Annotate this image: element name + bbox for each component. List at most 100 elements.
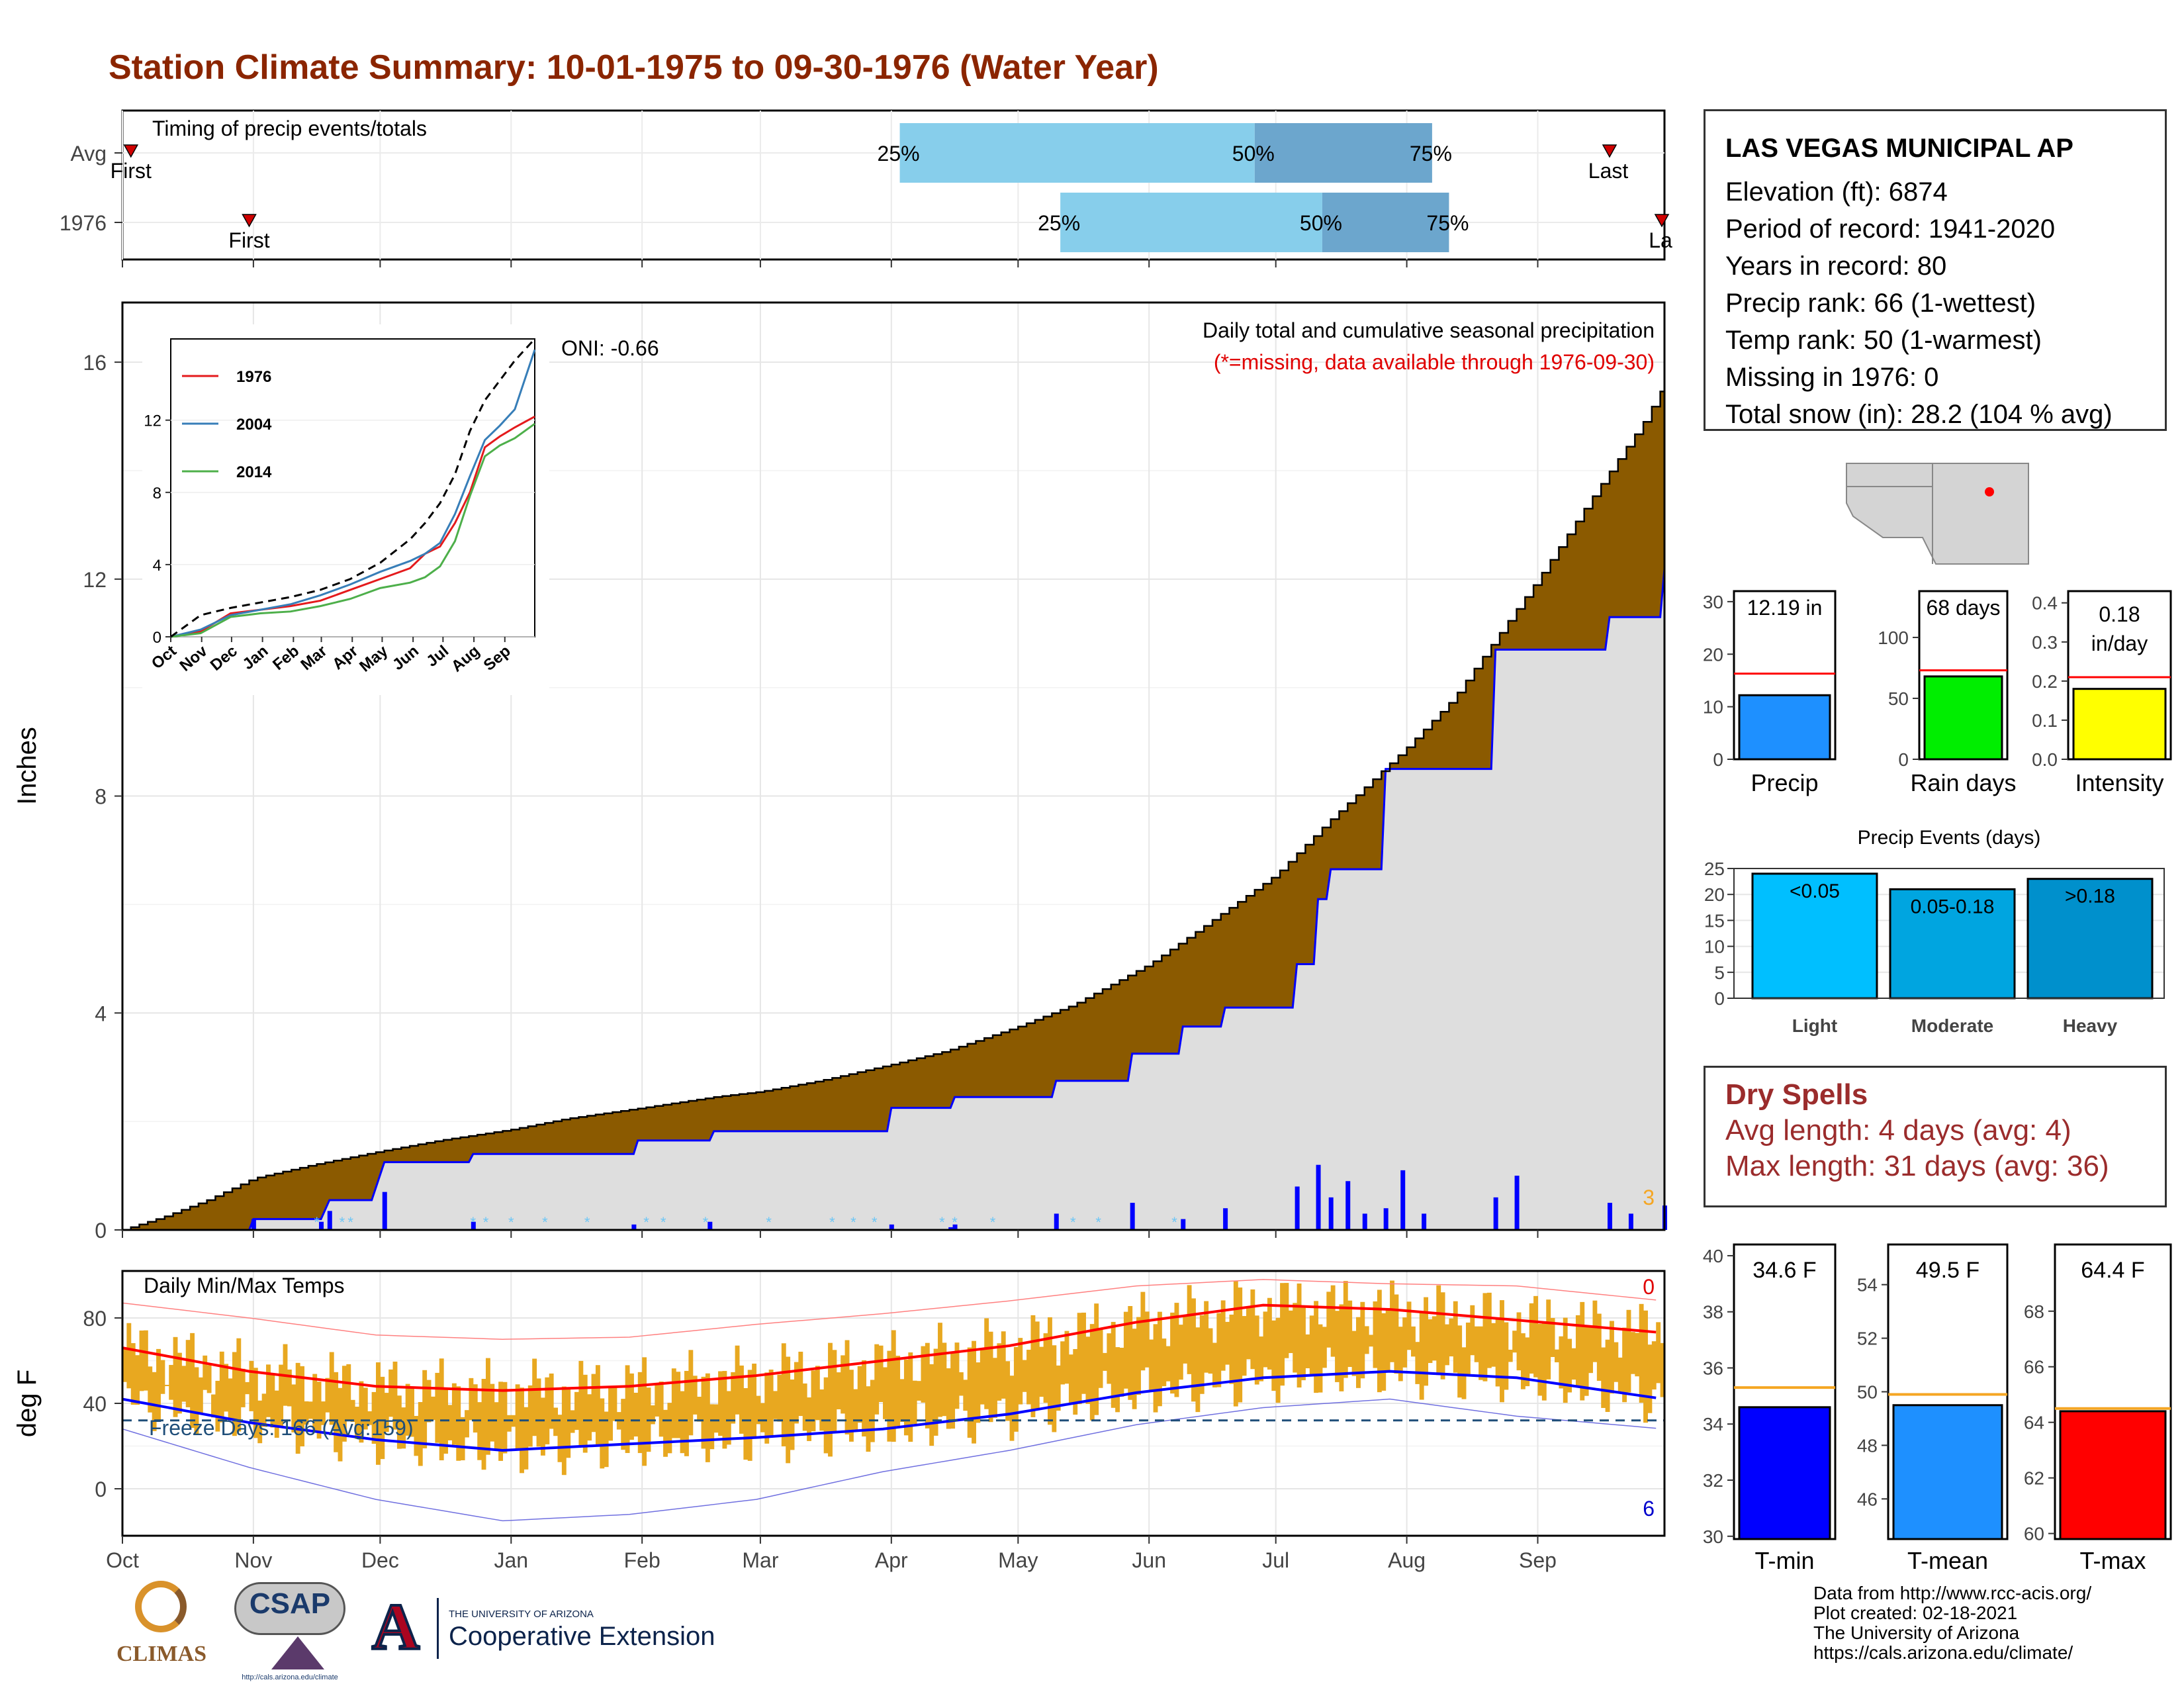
events-frame [1733, 868, 2165, 999]
daily-temp-bar [1326, 1291, 1332, 1348]
daily-temp-bar [1132, 1329, 1137, 1409]
snow-marker-icon: * [952, 1214, 958, 1231]
daily-temp-bar [1402, 1317, 1408, 1368]
precip-event-category: Light [1792, 1015, 1837, 1036]
events-y-tick-label: 15 [1704, 910, 1725, 931]
inset-series-line [170, 338, 536, 638]
daily-temp-bar [1525, 1337, 1530, 1387]
daily-temp-bar [676, 1372, 681, 1438]
daily-temp-bar [371, 1391, 377, 1444]
daily-temp-bar [650, 1405, 655, 1425]
daily-temp-bar [735, 1345, 740, 1415]
daily-temp-bar [642, 1357, 647, 1466]
daily-temp-bar [456, 1386, 461, 1461]
daily-temp-bar [469, 1378, 474, 1421]
timing-p50-label: 50% [1232, 142, 1275, 165]
daily-precip-bar [471, 1221, 476, 1230]
daily-temp-bar [963, 1380, 968, 1411]
daily-temp-bar [1267, 1297, 1272, 1370]
ua-divider [437, 1598, 439, 1659]
daily-temp-bar [295, 1362, 300, 1454]
daily-temp-bar [1504, 1322, 1509, 1390]
timing-q2-bar [1254, 123, 1432, 183]
daily-temp-bar [1259, 1336, 1264, 1382]
daily-temp-bar [979, 1348, 985, 1405]
cumulative-1976-line [122, 569, 1666, 1231]
daily-temp-bar [1428, 1319, 1433, 1364]
precip-y-tick-label: 8 [95, 785, 107, 809]
daily-temp-bar [1073, 1348, 1078, 1415]
daily-temp-bar [1555, 1349, 1559, 1362]
summary-y-tick-label: 10 [1703, 697, 1723, 718]
timing-p75-label: 75% [1426, 211, 1469, 235]
snow-marker-icon: * [939, 1214, 945, 1231]
daily-temp-bar [1584, 1327, 1589, 1396]
daily-temp-bar [435, 1372, 440, 1443]
daily-temp-bar [798, 1351, 803, 1417]
daily-temp-bar [122, 1348, 127, 1382]
summary-panel-label: Intensity [2075, 769, 2163, 796]
daily-temp-bar [794, 1362, 799, 1424]
daily-temp-bar [1005, 1361, 1011, 1421]
daily-temp-bar [540, 1397, 545, 1456]
daily-temp-bar [152, 1372, 157, 1431]
daily-temp-bar [1094, 1303, 1099, 1415]
summary-y-tick-label: 30 [1703, 592, 1723, 612]
daily-temp-bar [870, 1380, 875, 1442]
daily-temp-bar [1406, 1301, 1412, 1350]
snow-marker-icon: * [584, 1214, 590, 1231]
daily-temp-bar [536, 1378, 541, 1447]
daily-temp-bar [185, 1340, 191, 1407]
inset-series-line [170, 349, 536, 638]
timing-row-label: Avg [70, 142, 107, 165]
snow-marker-icon: * [1171, 1214, 1177, 1231]
summary-bar [2072, 688, 2167, 761]
timing-p50-label: 50% [1300, 211, 1342, 235]
daily-temp-bar [997, 1343, 1002, 1401]
daily-temp-bar [1161, 1338, 1167, 1387]
snow-marker-icon: * [471, 1214, 477, 1231]
daily-temp-bar [743, 1388, 749, 1460]
daily-temp-bar [169, 1364, 174, 1400]
daily-temp-bar [1381, 1313, 1387, 1391]
daily-temp-bar [1178, 1325, 1183, 1380]
daily-temp-bar [832, 1350, 837, 1432]
daily-temp-bar [942, 1342, 947, 1417]
summary-y-tick-label: 0 [1713, 749, 1723, 770]
temp-count-top: 0 [1643, 1275, 1655, 1299]
daily-temp-bar [561, 1386, 567, 1476]
daily-temp-bar [786, 1356, 791, 1464]
daily-temp-bar [148, 1366, 153, 1413]
daily-temp-bar [160, 1360, 165, 1394]
daily-temp-bar [1085, 1336, 1091, 1404]
precip-event-category: Moderate [1911, 1015, 1993, 1036]
daily-temp-bar [1280, 1283, 1285, 1386]
timing-p25-label: 25% [878, 142, 920, 165]
snow-marker-icon: * [347, 1214, 353, 1231]
daily-temp-bar [410, 1388, 414, 1437]
daily-temp-bar [1191, 1298, 1196, 1402]
daily-temp-bar [232, 1352, 237, 1436]
daily-temp-bar [917, 1381, 921, 1401]
summary-y-tick-label: 0.3 [2032, 632, 2058, 653]
snow-marker-icon: * [850, 1214, 856, 1231]
daily-temp-bar [384, 1393, 389, 1432]
daily-temp-bar [1592, 1300, 1598, 1362]
daily-temp-bar [1271, 1320, 1277, 1391]
daily-temp-bar [1220, 1300, 1226, 1371]
daily-temp-bar [760, 1403, 765, 1432]
daily-temp-bar [836, 1372, 841, 1409]
temp-summary-y-tick-label: 46 [1857, 1489, 1878, 1509]
temp-summary-y-tick-label: 62 [2024, 1468, 2044, 1489]
precip-events-title: Precip Events (days) [1858, 827, 2041, 849]
map-land [1846, 463, 2029, 565]
daily-temp-bar [819, 1389, 825, 1431]
temp-summary-panel-label: T-max [2079, 1547, 2146, 1574]
daily-temp-bar [1301, 1307, 1306, 1381]
daily-temp-bar [1559, 1336, 1564, 1389]
temp-summary-y-tick-label: 60 [2024, 1524, 2044, 1544]
daily-temp-bar [1343, 1281, 1348, 1378]
csap-cloud [234, 1582, 345, 1635]
daily-temp-bar [557, 1415, 563, 1462]
temp-summary-y-tick-label: 40 [1703, 1246, 1723, 1266]
